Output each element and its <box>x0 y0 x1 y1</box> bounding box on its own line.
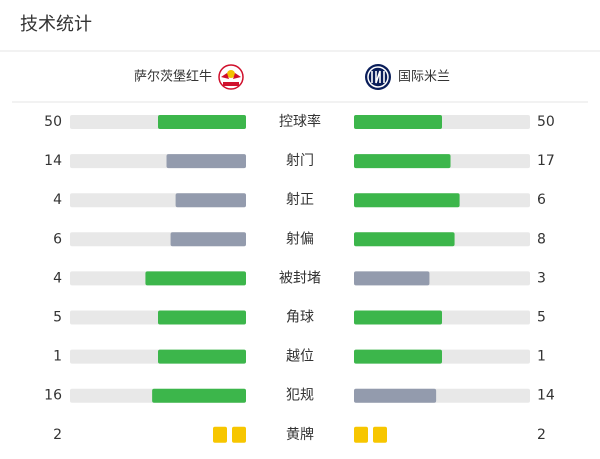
home-value: 5 <box>53 310 62 326</box>
away-value: 17 <box>537 153 555 169</box>
stat-label: 角球 <box>286 310 314 326</box>
stat-label: 射门 <box>286 153 314 169</box>
home-value: 1 <box>53 349 62 365</box>
away-team-logo <box>365 64 391 90</box>
home-value: 2 <box>53 427 62 443</box>
yellow-card <box>354 426 368 443</box>
away-bar <box>354 154 451 169</box>
home-value: 16 <box>44 388 62 404</box>
home-bar <box>152 388 246 403</box>
away-value: 3 <box>537 270 546 286</box>
home-bar <box>158 349 246 364</box>
home-cards <box>213 426 246 443</box>
yellow-card <box>232 426 246 443</box>
away-bar <box>354 115 442 129</box>
home-team-name: 萨尔茨堡红牛 <box>134 69 212 85</box>
away-cards <box>354 426 387 443</box>
away-bar <box>354 232 455 247</box>
away-bar <box>354 193 460 208</box>
stat-label: 射偏 <box>286 231 314 247</box>
home-bar <box>145 271 246 286</box>
stat-label: 黄牌 <box>286 426 314 443</box>
away-value: 14 <box>537 388 555 404</box>
panel-title: 技术统计 <box>20 14 92 35</box>
away-bar <box>354 388 437 403</box>
away-bar <box>354 310 442 325</box>
home-bar <box>158 310 246 325</box>
away-value: 1 <box>537 349 546 365</box>
away-value: 5 <box>537 310 546 326</box>
home-bar <box>170 232 246 247</box>
yellow-card <box>213 426 227 443</box>
home-value: 14 <box>44 153 62 169</box>
home-team-logo <box>218 64 244 90</box>
home-value: 6 <box>53 231 62 247</box>
home-bar <box>166 154 246 169</box>
home-bar <box>175 193 246 208</box>
away-bar <box>354 349 442 364</box>
yellow-card <box>373 426 387 443</box>
stat-label: 射正 <box>286 192 314 208</box>
away-team-name: 国际米兰 <box>398 70 450 85</box>
stat-label: 越位 <box>286 349 314 365</box>
away-value: 50 <box>537 114 555 130</box>
home-bar <box>158 115 246 129</box>
stat-label: 犯规 <box>286 388 314 404</box>
away-bar <box>354 271 430 286</box>
home-value: 50 <box>44 114 62 130</box>
stat-label: 被封堵 <box>279 270 321 286</box>
stat-label: 控球率 <box>279 113 321 130</box>
home-value: 4 <box>53 270 62 286</box>
away-value: 2 <box>537 427 546 443</box>
away-value: 8 <box>537 231 546 247</box>
away-value: 6 <box>537 192 546 208</box>
home-value: 4 <box>53 192 62 208</box>
